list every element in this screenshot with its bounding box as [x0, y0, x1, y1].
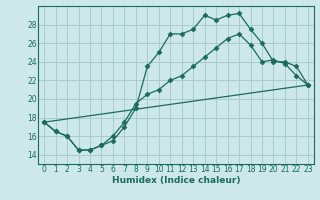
X-axis label: Humidex (Indice chaleur): Humidex (Indice chaleur)	[112, 176, 240, 185]
